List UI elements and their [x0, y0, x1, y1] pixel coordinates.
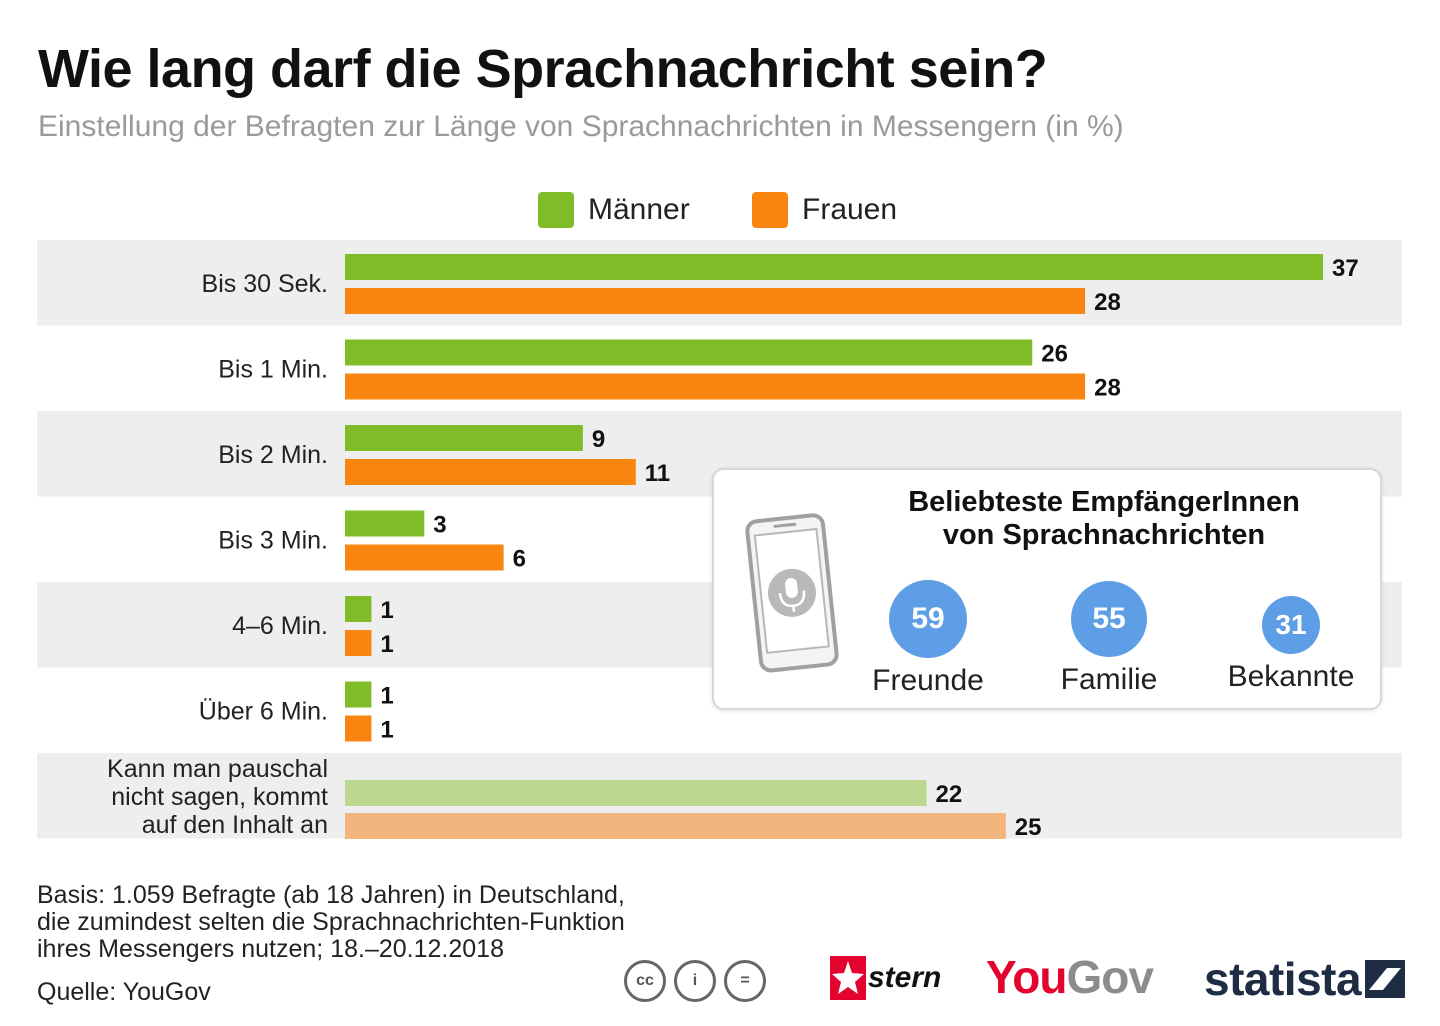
category-label: nicht sagen, kommt — [111, 783, 328, 811]
basis-note: Basis: 1.059 Befragte (ab 18 Jahren) in … — [37, 882, 625, 963]
basis-line: Basis: 1.059 Befragte (ab 18 Jahren) in … — [37, 881, 625, 909]
stern-logo[interactable]: stern — [830, 956, 941, 1000]
license-icons: cc i = — [624, 960, 766, 1002]
legend-label-maenner: Männer — [588, 193, 690, 226]
bar-frauen — [345, 813, 1006, 839]
category-label: Bis 3 Min. — [218, 526, 328, 554]
data-label: 28 — [1094, 375, 1121, 402]
bar-frauen — [345, 288, 1086, 314]
attribution-icon[interactable]: i — [674, 960, 716, 1002]
data-label: 1 — [380, 631, 393, 658]
stern-logo-text: stern — [868, 961, 942, 994]
data-label: 22 — [936, 781, 963, 808]
category-label: Bis 1 Min. — [218, 355, 328, 383]
recipient-freunde: 59 Freunde — [843, 578, 1013, 698]
recipient-label: Freunde — [872, 664, 984, 697]
legend: Männer Frauen — [0, 192, 1440, 232]
data-label: 26 — [1041, 341, 1068, 368]
statista-logo-text: statista — [1204, 953, 1362, 1005]
bar-maenner — [345, 596, 372, 622]
legend-item-maenner: Männer — [538, 192, 690, 228]
yougov-logo-gov: Gov — [1066, 951, 1153, 1003]
legend-swatch-frauen — [752, 192, 788, 228]
bar-frauen — [345, 544, 504, 571]
data-label: 37 — [1332, 255, 1359, 282]
recipients-panel: Beliebteste EmpfängerInnen von Sprachnac… — [712, 468, 1382, 710]
bar-maenner — [345, 780, 927, 806]
basis-line: ihres Messengers nutzen; 18.–20.12.2018 — [37, 935, 504, 963]
recipient-familie: 55 Familie — [1024, 578, 1194, 697]
bar-maenner — [345, 425, 583, 451]
category-label: Bis 30 Sek. — [202, 270, 328, 298]
recipient-bekannte: 31 Bekannte — [1206, 578, 1376, 694]
source-note: Quelle: YouGov — [37, 978, 211, 1006]
bar-maenner — [345, 339, 1033, 366]
recipient-value-circle: 31 — [1262, 596, 1320, 654]
legend-item-frauen: Frauen — [752, 192, 897, 228]
recipient-label: Familie — [1060, 663, 1158, 696]
legend-label-frauen: Frauen — [802, 193, 898, 226]
legend-swatch-maenner — [538, 192, 574, 228]
no-derivatives-icon[interactable]: = — [724, 960, 766, 1002]
stern-star-icon — [830, 956, 866, 1000]
bar-maenner — [345, 681, 372, 708]
category-label: Bis 2 Min. — [218, 441, 328, 469]
data-label: 1 — [380, 597, 393, 624]
data-label: 1 — [380, 717, 393, 744]
bar-frauen — [345, 373, 1086, 400]
cc-icon[interactable]: cc — [624, 960, 666, 1002]
recipient-value-circle: 55 — [1071, 581, 1147, 657]
basis-line: die zumindest selten die Sprachnachricht… — [37, 908, 625, 936]
chart-subtitle: Einstellung der Befragten zur Länge von … — [38, 110, 1124, 143]
category-label: Über 6 Min. — [199, 697, 328, 725]
yougov-logo[interactable]: YouGov — [986, 950, 1154, 1004]
recipient-label: Bekannte — [1227, 660, 1355, 693]
recipient-value-circle: 59 — [889, 580, 967, 658]
data-label: 3 — [433, 512, 446, 539]
bar-frauen — [345, 715, 372, 742]
bar-maenner — [345, 510, 425, 537]
smartphone-microphone-icon — [745, 513, 839, 673]
data-label: 9 — [592, 426, 605, 453]
statista-mark-icon — [1365, 960, 1406, 998]
recipients-title-line: Beliebteste EmpfängerInnen — [908, 486, 1300, 518]
data-label: 6 — [513, 546, 526, 573]
category-label: 4–6 Min. — [232, 612, 328, 640]
data-label: 25 — [1015, 814, 1042, 841]
recipients-panel-title: Beliebteste EmpfängerInnen von Sprachnac… — [864, 486, 1344, 552]
chart-title: Wie lang darf die Sprachnachricht sein? — [38, 39, 1048, 99]
bar-maenner — [345, 254, 1323, 280]
data-label: 28 — [1094, 289, 1121, 316]
data-label: 11 — [645, 460, 670, 487]
statista-logo[interactable]: statista — [1204, 952, 1406, 1006]
recipients-title-line: von Sprachnachrichten — [942, 519, 1266, 551]
data-label: 1 — [380, 683, 393, 710]
category-label: Kann man pauschal — [107, 755, 328, 783]
yougov-logo-you: You — [986, 951, 1067, 1003]
bar-frauen — [345, 459, 636, 485]
category-label: auf den Inhalt an — [142, 811, 328, 839]
bar-frauen — [345, 630, 372, 656]
